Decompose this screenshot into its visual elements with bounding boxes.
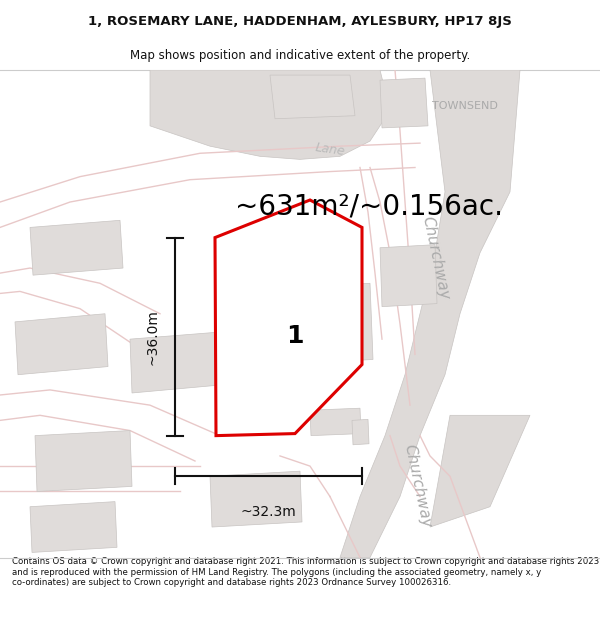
Polygon shape <box>210 471 302 527</box>
Polygon shape <box>352 419 369 445</box>
Polygon shape <box>150 70 390 159</box>
Polygon shape <box>340 70 520 558</box>
Polygon shape <box>380 244 437 307</box>
Text: 1: 1 <box>286 324 304 348</box>
Text: Lane: Lane <box>314 141 346 158</box>
Polygon shape <box>30 502 117 552</box>
Text: Contains OS data © Crown copyright and database right 2021. This information is : Contains OS data © Crown copyright and d… <box>12 558 599 588</box>
Polygon shape <box>130 332 222 393</box>
Text: Churchway: Churchway <box>402 443 434 529</box>
Text: ~32.3m: ~32.3m <box>241 505 296 519</box>
Text: Map shows position and indicative extent of the property.: Map shows position and indicative extent… <box>130 49 470 62</box>
Polygon shape <box>35 431 132 491</box>
Polygon shape <box>310 408 361 436</box>
Polygon shape <box>215 200 362 436</box>
Text: ~36.0m: ~36.0m <box>146 309 160 364</box>
Text: Churchway: Churchway <box>420 215 452 301</box>
Text: TOWNSEND: TOWNSEND <box>432 101 498 111</box>
Polygon shape <box>430 415 530 527</box>
Polygon shape <box>270 75 355 119</box>
Polygon shape <box>15 314 108 374</box>
Polygon shape <box>30 220 123 275</box>
Polygon shape <box>280 283 373 364</box>
Text: 1, ROSEMARY LANE, HADDENHAM, AYLESBURY, HP17 8JS: 1, ROSEMARY LANE, HADDENHAM, AYLESBURY, … <box>88 16 512 28</box>
Polygon shape <box>380 78 428 128</box>
Text: ~631m²/~0.156ac.: ~631m²/~0.156ac. <box>235 192 503 220</box>
